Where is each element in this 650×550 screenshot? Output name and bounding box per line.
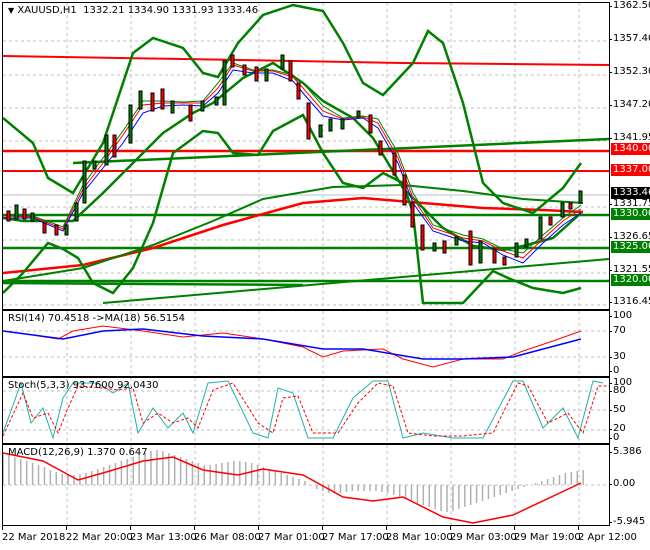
- stoch-tick: 20: [609, 423, 626, 434]
- time-tick: 29 Mar 03:00: [450, 526, 517, 543]
- rsi-line: [3, 325, 582, 368]
- level-label-1325: 1325.00: [611, 241, 650, 253]
- ma-long-green: [3, 183, 584, 282]
- macd-canvas: [3, 445, 609, 525]
- macd-signal-line: [3, 452, 582, 524]
- price-tick: 1331.75: [608, 198, 650, 209]
- stochastic-pane[interactable]: Stoch(5,3,3) 93.7600 92.0430: [2, 377, 610, 444]
- triangle-down-icon[interactable]: ▼: [8, 6, 15, 15]
- price-tick: 1362.50: [608, 0, 650, 11]
- rsi-tick: 70: [609, 325, 626, 336]
- macd-tick: -5.945: [608, 516, 646, 527]
- time-tick: 23 Mar 13:00: [130, 526, 197, 543]
- macd-title: MACD(12,26,9) 1.370 0.647: [8, 447, 148, 458]
- stoch-tick: 0: [608, 432, 620, 443]
- price-tick: 1352.30: [608, 66, 650, 77]
- rsi-axis: 100 70 30 0: [608, 310, 650, 377]
- current-price-label: 1333.46: [611, 187, 650, 199]
- bollinger-upper: [3, 3, 583, 215]
- stoch-tick: 50: [609, 404, 626, 415]
- rsi-tick: 0: [608, 365, 620, 376]
- time-tick: 26 Mar 08:00: [194, 526, 261, 543]
- stoch-canvas: [3, 378, 609, 443]
- price-tick: 1341.95: [608, 132, 650, 143]
- price-tick: 1316.45: [608, 296, 650, 307]
- candlesticks: [6, 54, 583, 266]
- stoch-title: Stoch(5,3,3) 93.7600 92.0430: [8, 380, 159, 391]
- stoch-d-line: [3, 382, 609, 437]
- macd-pane[interactable]: MACD(12,26,9) 1.370 0.647: [2, 444, 610, 526]
- ma-green: [3, 62, 582, 254]
- price-tick: 1321.55: [608, 264, 650, 275]
- bollinger-mid: [3, 61, 582, 252]
- rsi-title: RSI(14) 70.4518 ->MA(18) 56.5154: [8, 313, 185, 324]
- level-label-1320: 1320.00: [611, 274, 650, 286]
- bollinger-lower: [3, 113, 582, 305]
- stoch-axis: 100 80 50 20 0: [608, 377, 650, 444]
- price-chart-canvas: [3, 3, 609, 309]
- trendline-green-upper: [72, 137, 609, 165]
- macd-histogram: [3, 450, 584, 512]
- price-tick: 1357.40: [608, 33, 650, 44]
- stoch-tick: 80: [609, 385, 626, 396]
- level-label-1340: 1340.00: [611, 143, 650, 155]
- rsi-tick: 100: [608, 310, 633, 321]
- stoch-tick: 100: [608, 377, 633, 388]
- symbol-header: ▼ XAUUSD,H1 1332.21 1334.90 1331.93 1333…: [8, 5, 258, 16]
- trendline-red-top: [3, 55, 609, 66]
- trendline-green-lower: [102, 258, 609, 304]
- time-axis: 22 Mar 2018 22 Mar 20:00 23 Mar 13:00 26…: [2, 526, 637, 550]
- ohlc-values: 1332.21 1334.90 1331.93 1333.46: [83, 5, 259, 16]
- macd-tick: 0.00: [608, 478, 636, 489]
- rsi-ma-line: [3, 328, 582, 360]
- rsi-canvas: [3, 311, 609, 376]
- stoch-k-line: [3, 380, 604, 440]
- level-label-1330: 1330.00: [611, 208, 650, 220]
- rsi-pane[interactable]: RSI(14) 70.4518 ->MA(18) 56.5154: [2, 310, 610, 377]
- time-tick: 29 Mar 19:00: [514, 526, 581, 543]
- symbol-label: XAUUSD,H1: [17, 5, 77, 16]
- price-axis: 1362.50 1357.40 1352.30 1347.20 1341.95 …: [608, 0, 650, 310]
- price-chart-pane[interactable]: ▼ XAUUSD,H1 1332.21 1334.90 1331.93 1333…: [2, 2, 610, 310]
- time-tick: 2 Apr 12:00: [578, 526, 637, 543]
- level-label-1337: 1337.00: [611, 164, 650, 176]
- rsi-tick: 30: [609, 351, 626, 362]
- time-tick: 28 Mar 10:00: [386, 526, 453, 543]
- time-tick: 22 Mar 2018: [2, 526, 66, 543]
- time-tick: 27 Mar 17:00: [322, 526, 389, 543]
- macd-axis: 5.386 0.00 -5.945: [608, 444, 650, 527]
- price-tick: 1347.20: [608, 99, 650, 110]
- time-tick: 27 Mar 01:00: [258, 526, 325, 543]
- price-tick: 1326.65: [608, 231, 650, 242]
- time-tick: 22 Mar 20:00: [66, 526, 133, 543]
- grid: [3, 3, 609, 309]
- macd-tick: 5.386: [609, 446, 642, 457]
